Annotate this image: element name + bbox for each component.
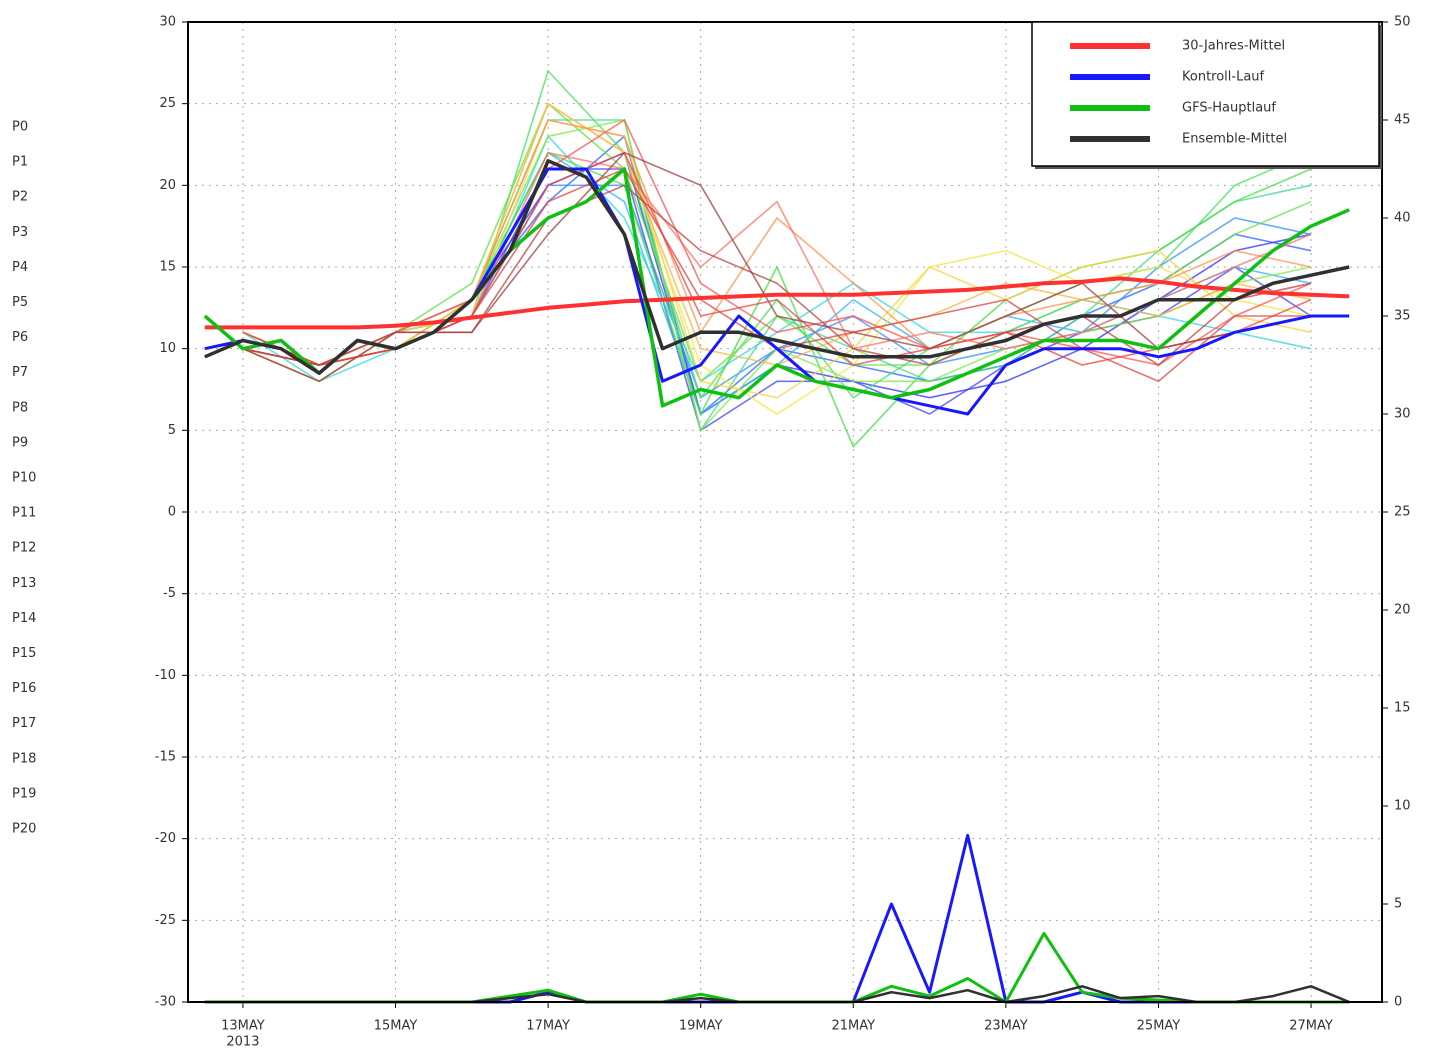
member-legend-label: P14 <box>12 611 36 626</box>
x-tick-label: 19MAY <box>679 1019 723 1034</box>
member-line <box>242 134 1312 416</box>
precip-line <box>204 833 1350 1004</box>
y-tick-label: 5 <box>168 423 176 438</box>
member-line <box>242 184 1312 366</box>
x-tick-label: 13MAY <box>221 1019 265 1034</box>
member-legend-label: P16 <box>12 681 36 696</box>
legend-label: Kontroll-Lauf <box>1182 70 1265 85</box>
member-legend-label: P19 <box>12 786 36 801</box>
member-legend-label: P13 <box>12 576 36 591</box>
series-line <box>204 276 1350 330</box>
y2-tick-label: 20 <box>1394 603 1411 618</box>
y2-tick-label: 40 <box>1394 211 1411 226</box>
y2-tick-label: 15 <box>1394 701 1411 716</box>
precip-line <box>204 931 1350 1004</box>
member-line <box>242 151 1312 383</box>
member-legend-label: P20 <box>12 822 36 837</box>
member-legend-label: P11 <box>12 506 36 521</box>
x-tick-label: 21MAY <box>831 1019 875 1034</box>
member-legend-label: P3 <box>12 225 28 240</box>
y-tick-label: 15 <box>159 260 176 275</box>
y-tick-label: -5 <box>163 586 176 601</box>
member-legend-label: P9 <box>12 435 28 450</box>
y2-tick-label: 5 <box>1394 897 1402 912</box>
y-tick-label: -15 <box>155 750 176 765</box>
y2-tick-label: 10 <box>1394 799 1411 814</box>
x-tick-label: 17MAY <box>526 1019 570 1034</box>
y-tick-label: -25 <box>155 913 176 928</box>
y-tick-label: 10 <box>159 341 176 356</box>
y2-tick-label: 30 <box>1394 407 1411 422</box>
y-tick-label: -10 <box>155 668 176 683</box>
y2-tick-label: 45 <box>1394 113 1411 128</box>
y-tick-label: 30 <box>159 15 176 30</box>
member-legend-label: P1 <box>12 155 28 170</box>
x-tick-sublabel: 2013 <box>226 1035 259 1050</box>
member-legend-label: P15 <box>12 646 36 661</box>
member-legend-label: P5 <box>12 295 28 310</box>
y2-tick-label: 50 <box>1394 15 1411 30</box>
member-legend-label: P6 <box>12 330 28 345</box>
y-tick-label: -20 <box>155 831 176 846</box>
member-legend-label: P18 <box>12 751 36 766</box>
member-legend-label: P17 <box>12 716 36 731</box>
precip-line <box>204 985 1350 1004</box>
y-tick-label: -30 <box>155 995 176 1010</box>
member-line <box>242 118 1312 366</box>
y2-tick-label: 35 <box>1394 309 1411 324</box>
member-legend-label: P0 <box>12 120 28 135</box>
member-line <box>242 119 1312 399</box>
y2-tick-label: 25 <box>1394 505 1411 520</box>
x-tick-label: 25MAY <box>1137 1019 1181 1034</box>
legend-label: GFS-Hauptlauf <box>1182 101 1276 116</box>
legend-label: 30-Jahres-Mittel <box>1182 39 1285 54</box>
x-tick-label: 27MAY <box>1289 1019 1333 1034</box>
member-legend-label: P7 <box>12 365 28 380</box>
plot-frame <box>187 21 1383 1003</box>
member-legend-label: P10 <box>12 471 36 486</box>
y-tick-label: 0 <box>168 505 176 520</box>
member-legend-label: P8 <box>12 400 28 415</box>
y-tick-label: 20 <box>159 178 176 193</box>
member-legend-label: P4 <box>12 260 28 275</box>
member-legend-label: P2 <box>12 190 28 205</box>
x-tick-label: 23MAY <box>984 1019 1028 1034</box>
x-tick-label: 15MAY <box>374 1019 418 1034</box>
series-line <box>204 159 1350 375</box>
y2-tick-label: 0 <box>1394 995 1402 1010</box>
member-legend-label: P12 <box>12 541 36 556</box>
y-tick-label: 25 <box>159 96 176 111</box>
legend-label: Ensemble-Mittel <box>1182 132 1287 147</box>
